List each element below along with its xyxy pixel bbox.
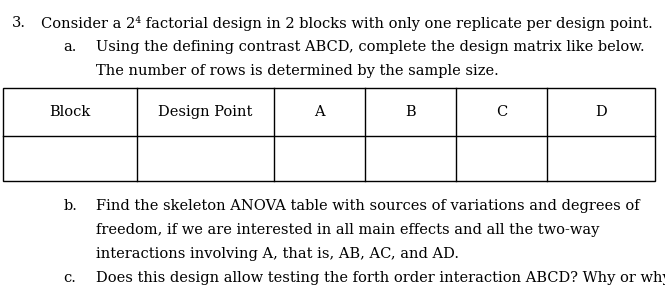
Text: D: D	[595, 105, 607, 119]
Text: A: A	[314, 105, 325, 119]
Text: Using the defining contrast ABCD, complete the design matrix like below.: Using the defining contrast ABCD, comple…	[96, 40, 645, 54]
Text: freedom, if we are interested in all main effects and all the two-way: freedom, if we are interested in all mai…	[96, 223, 600, 237]
Text: b.: b.	[63, 199, 77, 213]
Text: a.: a.	[63, 40, 76, 54]
Text: B: B	[406, 105, 416, 119]
Text: Find the skeleton ANOVA table with sources of variations and degrees of: Find the skeleton ANOVA table with sourc…	[96, 199, 640, 213]
Bar	[3, 88, 655, 181]
Text: 3.: 3.	[12, 16, 26, 30]
Text: interactions involving A, that is, AB, AC, and AD.: interactions involving A, that is, AB, A…	[96, 247, 460, 261]
Text: Does this design allow testing the forth order interaction ABCD? Why or why: Does this design allow testing the forth…	[96, 271, 665, 285]
Text: Consider a 2⁴ factorial design in 2 blocks with only one replicate per design po: Consider a 2⁴ factorial design in 2 bloc…	[41, 16, 653, 31]
Text: Design Point: Design Point	[158, 105, 253, 119]
Text: c.: c.	[63, 271, 76, 285]
Text: C: C	[496, 105, 507, 119]
Text: Block: Block	[49, 105, 90, 119]
Text: The number of rows is determined by the sample size.: The number of rows is determined by the …	[96, 64, 499, 78]
